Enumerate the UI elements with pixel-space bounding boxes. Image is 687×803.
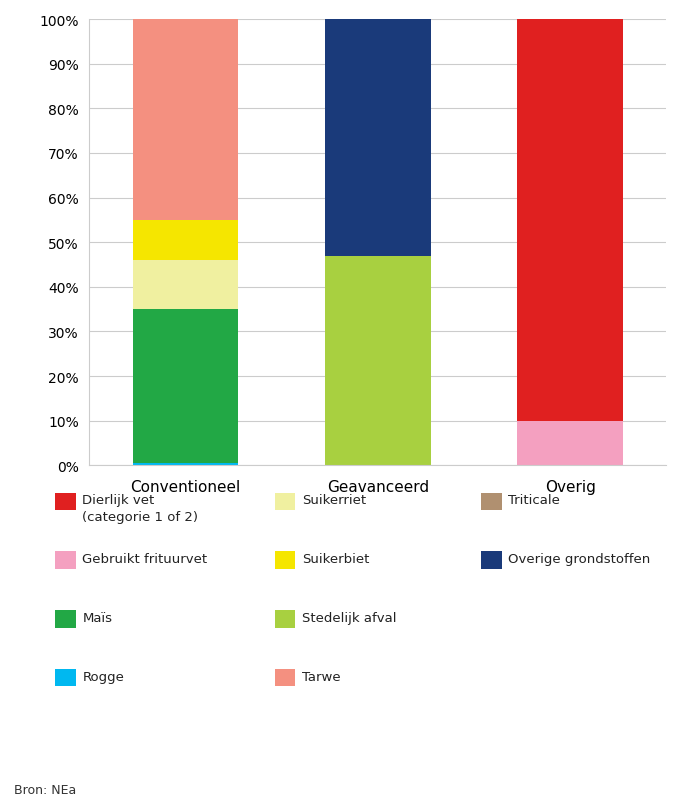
Bar <box>517 421 623 466</box>
Text: Suikerriet: Suikerriet <box>302 494 366 507</box>
Text: Bron: NEa: Bron: NEa <box>14 784 76 797</box>
Text: Triticale: Triticale <box>508 494 561 507</box>
Text: Stedelijk afval: Stedelijk afval <box>302 611 397 624</box>
Bar <box>133 261 238 310</box>
Bar <box>133 463 238 466</box>
Text: Dierlijk vet
(categorie 1 of 2): Dierlijk vet (categorie 1 of 2) <box>82 493 199 523</box>
Bar <box>325 256 431 466</box>
Text: Tarwe: Tarwe <box>302 670 341 683</box>
Text: Gebruikt frituurvet: Gebruikt frituurvet <box>82 552 207 565</box>
Bar <box>325 20 431 256</box>
Text: Suikerbiet: Suikerbiet <box>302 552 370 565</box>
Text: Overige grondstoffen: Overige grondstoffen <box>508 552 651 565</box>
Bar <box>133 20 238 221</box>
Text: Maïs: Maïs <box>82 611 113 624</box>
Bar <box>133 221 238 261</box>
Bar <box>517 20 623 421</box>
Text: Rogge: Rogge <box>82 670 124 683</box>
Bar <box>133 310 238 463</box>
